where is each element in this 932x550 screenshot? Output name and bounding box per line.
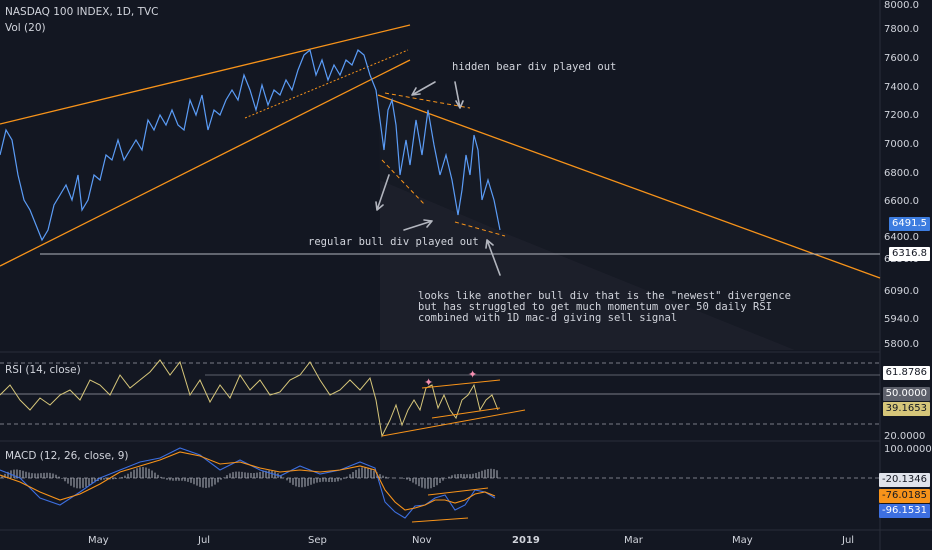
wedge-upper-line xyxy=(0,24,411,125)
inner-dotted-line xyxy=(244,49,409,119)
bull-div-dashed xyxy=(381,159,426,206)
price-tick-label: 7000.0 xyxy=(884,139,919,150)
rsi-arrow-1: ✦ xyxy=(424,376,433,389)
macd-tick-100: 100.0000 xyxy=(884,444,932,455)
macd-line-tag: -96.1531 xyxy=(879,504,930,518)
macd-hist-tag: -20.1346 xyxy=(879,473,930,487)
bull-div-dashed-2 xyxy=(454,221,506,237)
annotation-note: looks like another bull div that is the … xyxy=(418,290,791,324)
macd-label: MACD (12, 26, close, 9) xyxy=(5,450,129,462)
time-label: May xyxy=(88,535,109,546)
time-label: May xyxy=(732,535,753,546)
volume-label: Vol (20) xyxy=(5,22,46,34)
macd-signal-line xyxy=(0,451,496,511)
price-tick-label: 7400.0 xyxy=(884,82,919,93)
price-tick-label: 5940.0 xyxy=(884,314,919,325)
time-label: Sep xyxy=(308,535,327,546)
time-label: Nov xyxy=(412,535,432,546)
rsi-tick-20: 20.0000 xyxy=(884,431,926,442)
wedge-lower-line xyxy=(0,59,411,267)
arrow-icon xyxy=(375,81,501,276)
rsi-series-line xyxy=(0,359,499,438)
channel-shade-top xyxy=(378,95,880,350)
price-tick-label: 7200.0 xyxy=(884,110,919,121)
macd-trend-lower xyxy=(411,517,469,523)
annotation-regular-bull: regular bull div played out xyxy=(308,236,479,248)
rsi-trend-lower xyxy=(381,409,526,437)
annotation-hidden-bear: hidden bear div played out xyxy=(452,61,617,73)
last-price-tag: 6491.5 xyxy=(889,217,930,231)
price-tick-label: 6600.0 xyxy=(884,196,919,207)
rsi-upper-tag: 61.8786 xyxy=(882,366,930,380)
descending-resistance-line xyxy=(377,94,881,279)
price-tick-label: 5800.0 xyxy=(884,339,919,350)
time-label: Jul xyxy=(198,535,211,546)
support-price-tag: 6316.8 xyxy=(889,247,930,261)
channel-shade xyxy=(380,180,795,350)
macd-histogram xyxy=(1,467,498,489)
price-series-line xyxy=(0,48,501,242)
rsi-trend-upper xyxy=(421,379,501,389)
macd-line xyxy=(0,447,496,519)
time-label: 2019 xyxy=(512,535,540,546)
macd-trend-upper xyxy=(427,487,489,496)
rsi-trend-mid xyxy=(431,407,501,419)
rsi-label: RSI (14, close) xyxy=(5,364,81,376)
time-label: Jul xyxy=(842,535,855,546)
price-tick-label: 7800.0 xyxy=(884,24,919,35)
hidden-bear-dashed xyxy=(384,92,471,109)
price-tick-label: 6400.0 xyxy=(884,232,919,243)
price-tick-label: 6800.0 xyxy=(884,168,919,179)
price-tick-label: 7600.0 xyxy=(884,53,919,64)
rsi-current-tag: 39.1653 xyxy=(882,402,930,416)
rsi-arrow-2: ✦ xyxy=(468,368,477,381)
price-tick-label: 6090.0 xyxy=(884,286,919,297)
rsi-mid-tag: 50.0000 xyxy=(882,387,930,401)
chart-title: NASDAQ 100 INDEX, 1D, TVC xyxy=(5,6,159,18)
price-tick-label: 8000.0 xyxy=(884,0,919,11)
time-label: Mar xyxy=(624,535,643,546)
macd-signal-tag: -76.0185 xyxy=(879,489,930,503)
